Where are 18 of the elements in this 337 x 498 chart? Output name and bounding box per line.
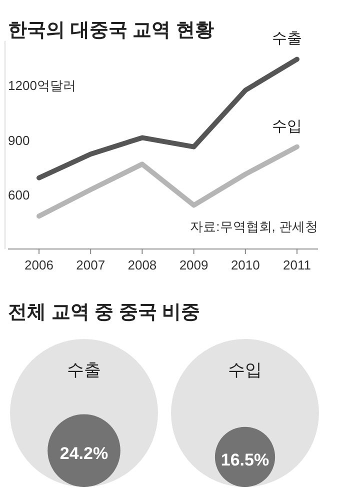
series-label: 수입	[272, 118, 302, 135]
text: 전체 교역 중 중국 비중	[8, 302, 200, 323]
category-label: 수입	[228, 360, 262, 380]
chart-title: 한국의 대중국 교역 현황	[8, 20, 214, 41]
data-label: 16.5%	[220, 450, 270, 470]
x-tick-label: 2009	[179, 257, 208, 272]
data-label: 24.2%	[60, 444, 108, 464]
y-tick-label: 900	[8, 132, 30, 148]
x-tick-label: 2008	[128, 257, 157, 272]
y-tick-label: 1200억달러	[8, 78, 76, 94]
x-tick-label: 2011	[283, 257, 311, 272]
x-tick-label: 2010	[230, 257, 260, 272]
annotation: 자료:무역협회, 관세청	[190, 219, 318, 234]
series-label: 수출	[272, 30, 302, 48]
category-label: 수출	[67, 360, 101, 380]
x-tick-label: 2007	[76, 257, 106, 272]
y-tick-label: 600	[8, 188, 30, 203]
x-tick-label: 2006	[24, 257, 54, 272]
